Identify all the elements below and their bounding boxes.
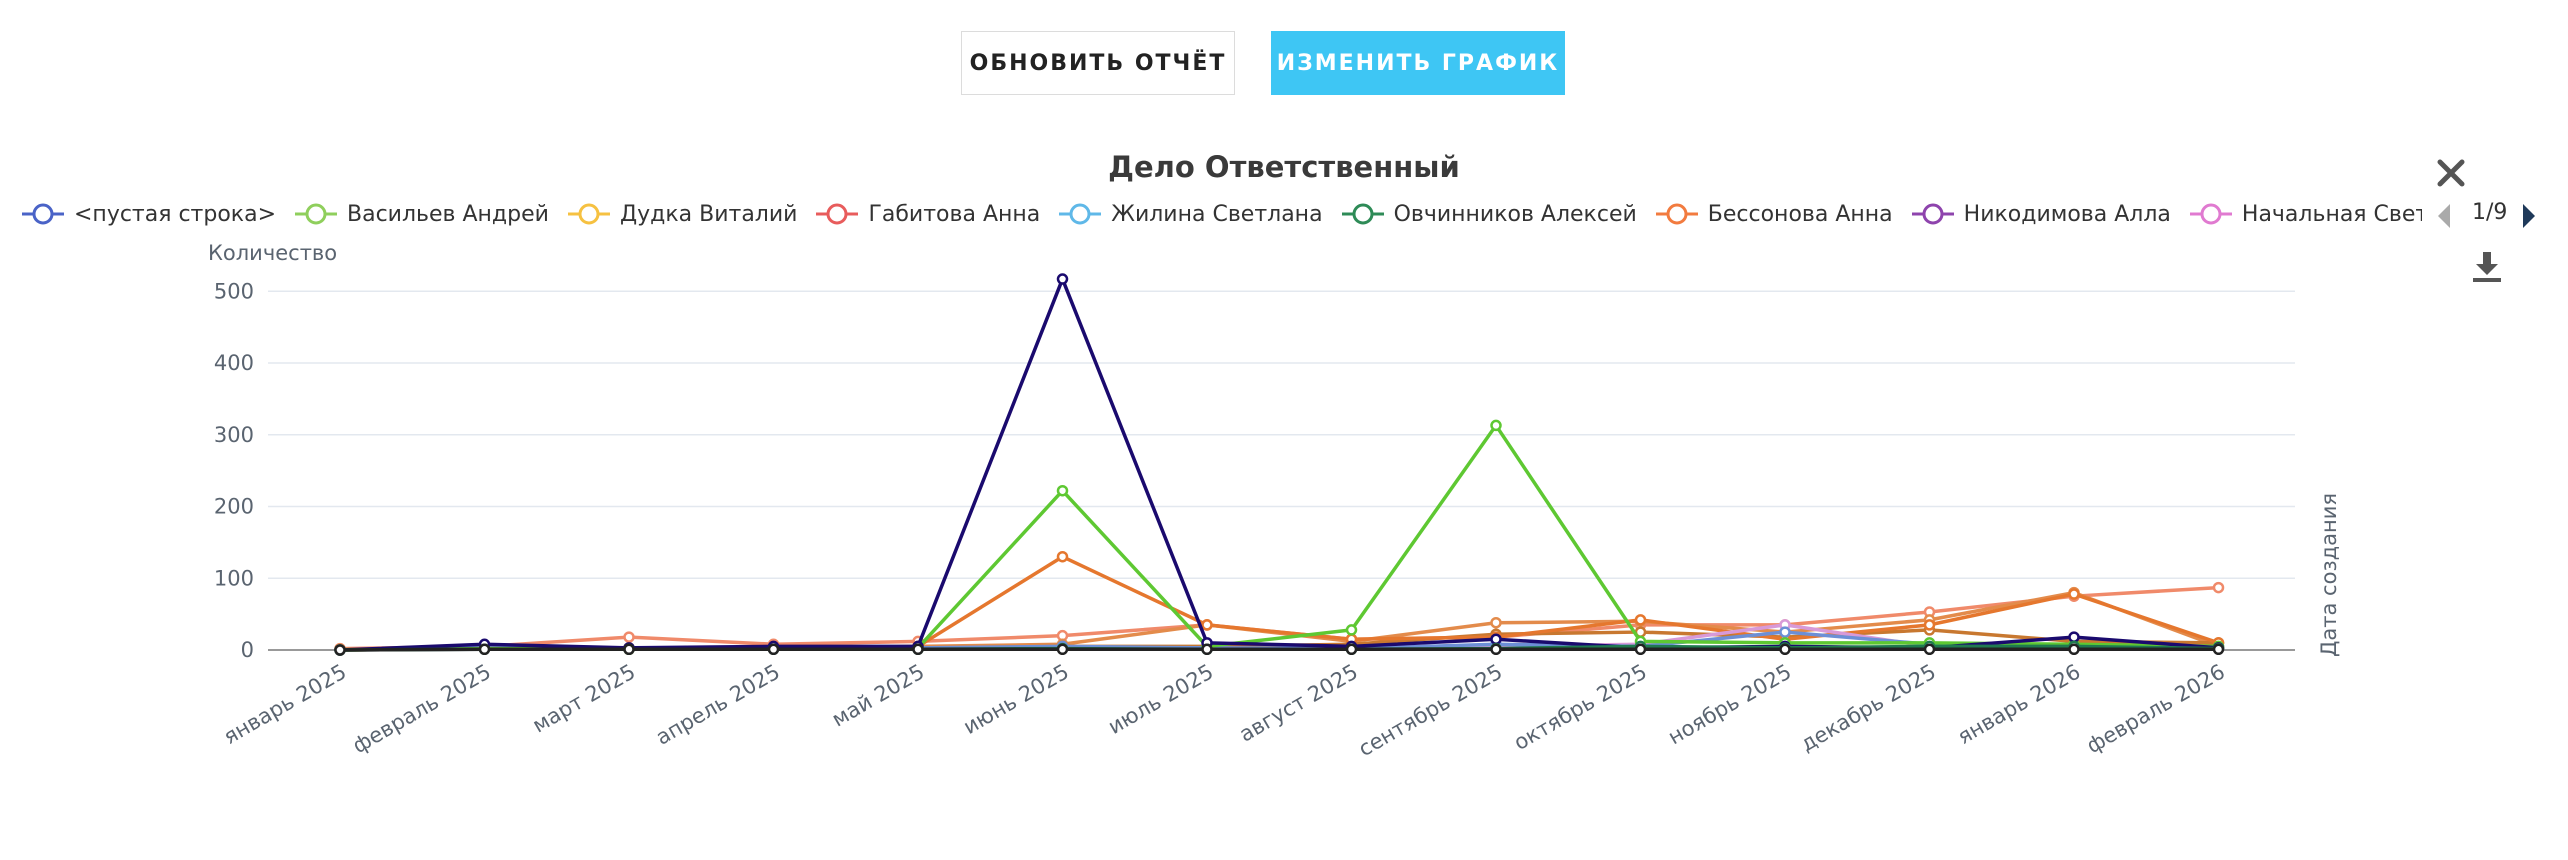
legend-label: Бессонова Анна [1707,201,1893,227]
legend-marker-icon [1655,203,1698,225]
x-tick-label: август 2025 [1235,660,1362,747]
legend-label: Васильев Андрей [347,201,549,227]
series-line [339,423,2219,652]
series-line [339,590,2220,652]
legend-item[interactable]: Никодимова Алла [1911,196,2171,232]
y-tick-label: 500 [214,279,254,303]
x-tick-label: январь 2026 [1953,660,2084,750]
refresh-report-button[interactable]: ОБНОВИТЬ ОТЧЁТ [961,31,1235,95]
data-point[interactable] [478,643,491,656]
x-tick-label: июль 2025 [1104,660,1218,739]
data-point[interactable] [2212,581,2225,594]
legend-item[interactable]: <пустая строка> [22,196,276,232]
x-axis-label: Дата создания [2317,493,2341,657]
legend-label: Габитова Анна [868,201,1041,227]
legend-marker-icon [1341,203,1384,225]
x-tick-label: январь 2025 [219,660,350,750]
x-tick-label: февраль 2026 [2082,660,2229,758]
data-point[interactable] [1201,643,1213,656]
data-point[interactable] [1490,633,1502,645]
chart-title: Дело Ответственный [1108,150,1460,184]
x-tick-label: июнь 2025 [959,660,1073,740]
x-tick-label: ноябрь 2025 [1664,660,1796,750]
data-point[interactable] [2068,631,2080,643]
data-point[interactable] [1490,419,1502,432]
data-point[interactable] [2212,643,2225,656]
legend-label: Никодимова Алла [1963,201,2171,227]
data-point[interactable] [912,643,924,656]
chevron-right-icon[interactable] [2522,203,2536,229]
legend-item[interactable]: Начальная Светлана [2189,196,2422,232]
data-point[interactable] [1779,643,1791,656]
data-point[interactable] [1345,624,1358,636]
legend-label: Дудка Виталий [619,201,798,227]
y-tick-label: 300 [214,423,254,447]
x-tick-label: сентябрь 2025 [1354,660,1506,762]
y-tick-label: 400 [214,351,254,375]
legend-page-indicator: 1/9 [2472,200,2508,225]
legend-marker-icon [295,203,337,225]
data-point[interactable] [1201,619,1213,631]
legend-marker-icon [1911,203,1954,225]
download-icon[interactable] [2470,250,2504,284]
data-point[interactable] [1634,614,1647,626]
legend-item[interactable]: Овчинников Алексей [1341,196,1637,232]
data-point[interactable] [334,644,346,656]
change-chart-button[interactable]: ИЗМЕНИТЬ ГРАФИК [1271,31,1565,95]
data-point[interactable] [1056,550,1069,563]
x-tick-label: октябрь 2025 [1510,660,1651,755]
data-point[interactable] [1056,643,1069,656]
legend-item[interactable]: Васильев Андрей [295,196,549,232]
data-point[interactable] [1056,273,1069,285]
data-point[interactable] [1779,626,1791,638]
legend-item[interactable]: Дудка Виталий [567,196,798,232]
series-line-group [334,273,2225,656]
plot-area [334,273,2225,656]
y-axis-label: Количество [208,241,337,265]
y-axis: 0 100 200 300 400 500 [214,279,254,662]
legend-label: Жилина Светлана [1111,201,1323,227]
grid [268,290,2295,651]
legend-item[interactable]: Бессонова Анна [1655,196,1893,232]
x-tick-label: апрель 2025 [652,660,784,750]
legend-marker-icon [22,203,64,225]
chart-legend: <пустая строка> Васильев Андрей Дудка Вита… [22,196,2422,232]
x-tick-label: декабрь 2025 [1797,660,1940,757]
legend-marker-icon [1059,203,1102,225]
x-tick-label: март 2025 [528,660,639,738]
data-point[interactable] [623,643,635,656]
y-tick-label: 100 [214,566,254,590]
y-tick-label: 0 [241,638,254,662]
legend-marker-icon [567,203,610,225]
legend-item[interactable]: Жилина Светлана [1059,196,1323,232]
legend-label: Начальная Светлана [2241,201,2422,227]
series-line [339,277,2219,652]
chevron-left-icon[interactable] [2437,203,2451,229]
data-point[interactable] [1923,619,1936,631]
legend-item[interactable]: Габитова Анна [816,196,1040,232]
legend-label: <пустая строка> [74,201,276,227]
data-point[interactable] [767,643,780,656]
legend-label: Овчинников Алексей [1393,201,1637,227]
data-point[interactable] [1490,616,1502,629]
legend-marker-icon [2189,203,2232,225]
data-point[interactable] [1634,643,1647,656]
data-point[interactable] [1056,484,1069,497]
data-point[interactable] [1345,643,1358,656]
series-line-group [334,643,2225,656]
y-tick-label: 200 [214,495,254,519]
legend-marker-icon [816,203,859,225]
data-point[interactable] [1490,643,1502,656]
data-point[interactable] [2068,643,2080,656]
line-chart: Количество Дата создания 0 100 200 300 400 50… [208,241,2341,762]
x-tick-label: февраль 2025 [348,660,495,758]
x-tick-label: май 2025 [828,660,929,732]
close-icon[interactable] [2436,158,2466,188]
data-point[interactable] [2068,588,2080,600]
data-point[interactable] [623,631,635,643]
series-line [339,647,2219,652]
data-point[interactable] [1923,643,1936,656]
